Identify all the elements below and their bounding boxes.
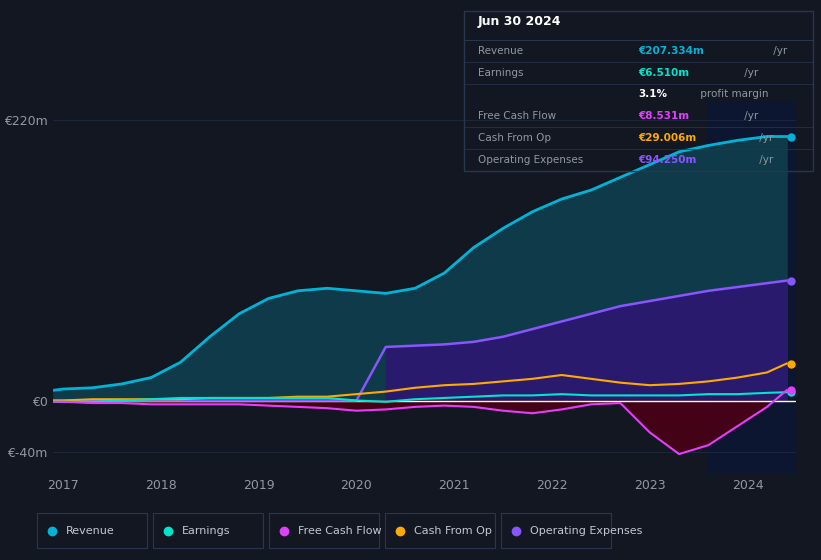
- Text: €8.531m: €8.531m: [639, 111, 690, 122]
- Text: Revenue: Revenue: [478, 46, 523, 56]
- Text: /yr: /yr: [741, 111, 758, 122]
- FancyBboxPatch shape: [153, 513, 263, 548]
- Text: Free Cash Flow: Free Cash Flow: [298, 526, 381, 535]
- FancyBboxPatch shape: [501, 513, 612, 548]
- Text: Earnings: Earnings: [181, 526, 230, 535]
- Text: €94.250m: €94.250m: [639, 155, 697, 165]
- Text: Jun 30 2024: Jun 30 2024: [478, 15, 562, 28]
- Text: Free Cash Flow: Free Cash Flow: [478, 111, 556, 122]
- Text: /yr: /yr: [755, 155, 773, 165]
- Text: €6.510m: €6.510m: [639, 68, 690, 78]
- FancyBboxPatch shape: [37, 513, 147, 548]
- FancyBboxPatch shape: [269, 513, 379, 548]
- FancyBboxPatch shape: [385, 513, 495, 548]
- Text: Cash From Op: Cash From Op: [414, 526, 492, 535]
- Text: €29.006m: €29.006m: [639, 133, 696, 143]
- Text: €207.334m: €207.334m: [639, 46, 704, 56]
- Text: Operating Expenses: Operating Expenses: [478, 155, 583, 165]
- Text: Operating Expenses: Operating Expenses: [530, 526, 642, 535]
- Text: /yr: /yr: [741, 68, 758, 78]
- Text: Revenue: Revenue: [66, 526, 114, 535]
- Text: profit margin: profit margin: [697, 90, 768, 100]
- Text: /yr: /yr: [755, 133, 773, 143]
- Text: /yr: /yr: [770, 46, 787, 56]
- Text: Earnings: Earnings: [478, 68, 523, 78]
- Text: Cash From Op: Cash From Op: [478, 133, 551, 143]
- Text: 3.1%: 3.1%: [639, 90, 667, 100]
- Bar: [709, 101, 801, 473]
